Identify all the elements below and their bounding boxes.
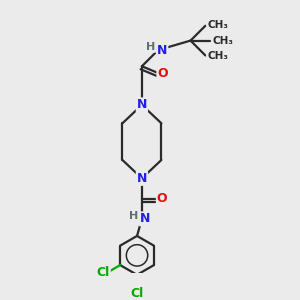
Text: H: H: [146, 42, 155, 52]
Text: CH₃: CH₃: [207, 51, 228, 61]
Text: O: O: [158, 67, 168, 80]
Text: N: N: [140, 212, 150, 225]
Text: N: N: [137, 172, 147, 185]
Text: H: H: [129, 211, 138, 221]
Text: CH₃: CH₃: [207, 20, 228, 30]
Text: Cl: Cl: [130, 287, 144, 300]
Text: O: O: [157, 192, 167, 205]
Text: N: N: [157, 44, 167, 57]
Text: CH₃: CH₃: [212, 36, 233, 46]
Text: Cl: Cl: [97, 266, 110, 279]
Text: N: N: [137, 98, 147, 111]
